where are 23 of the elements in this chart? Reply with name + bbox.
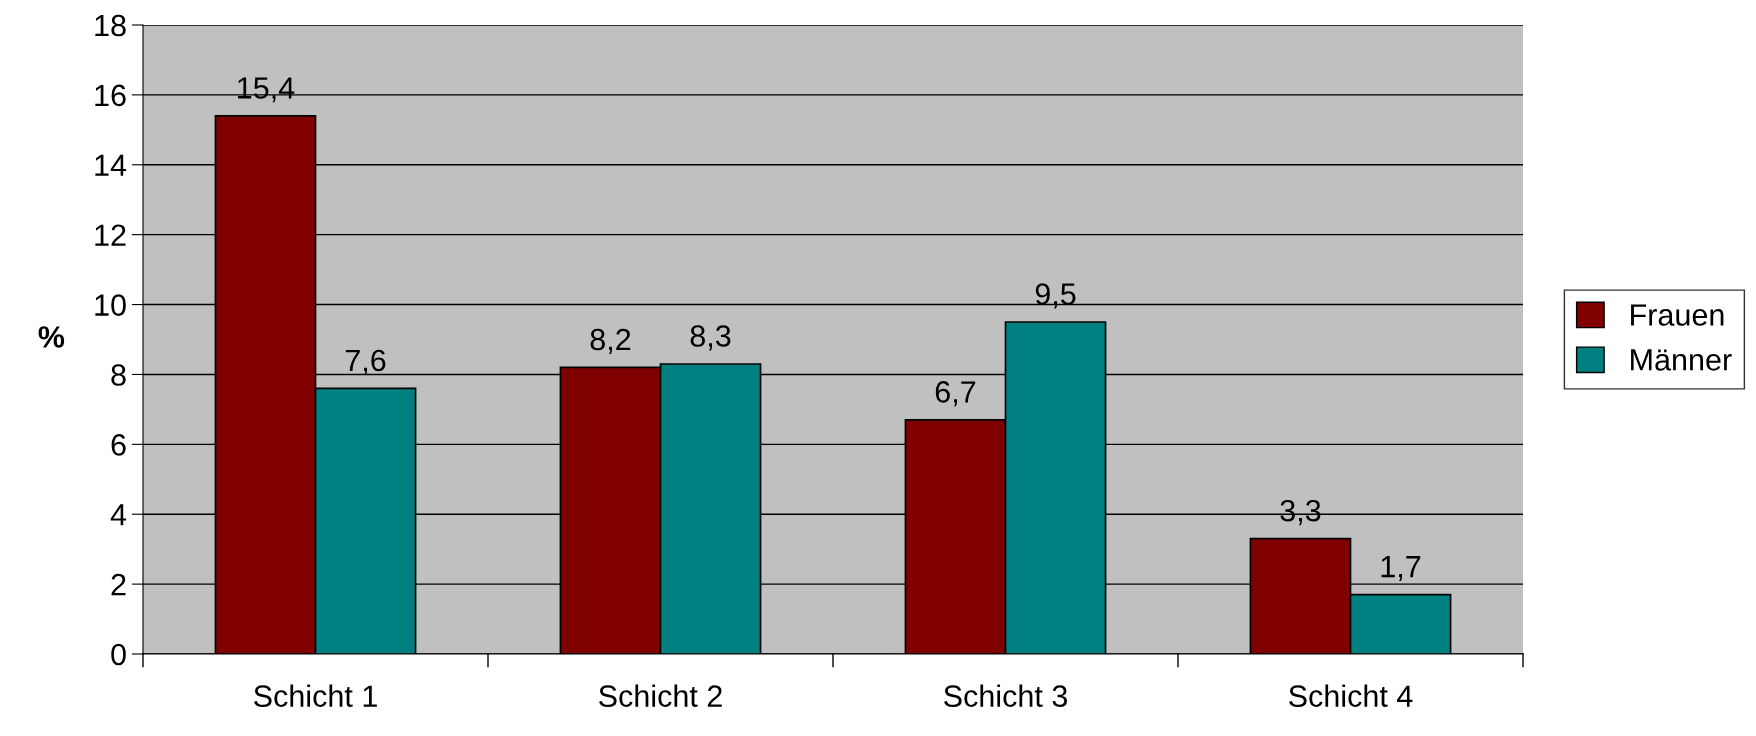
x-tick-label: Schicht 4 — [1289, 684, 1413, 707]
y-tick-label: 10 — [95, 294, 126, 316]
x-tick-label: Schicht 1 — [254, 684, 377, 707]
y-tick-label: 2 — [111, 573, 126, 596]
x-tick-label: Schicht 2 — [599, 684, 722, 707]
y-tick-label: 14 — [95, 154, 127, 176]
data-label: 1,7 — [1381, 556, 1421, 582]
data-label: 7,6 — [345, 349, 386, 375]
legend-label: Frauen — [1631, 304, 1724, 326]
legend-label: Männer — [1631, 349, 1732, 371]
data-label: 6,7 — [935, 381, 976, 407]
y-tick-label: 4 — [110, 504, 127, 526]
x-tick-label: Schicht 3 — [944, 684, 1067, 707]
y-tick-label: 0 — [111, 643, 126, 666]
y-axis-title: % — [38, 326, 65, 348]
data-label: 9,5 — [1035, 283, 1076, 309]
y-tick-label: 8 — [111, 364, 126, 386]
y-tick-label: 18 — [95, 14, 126, 37]
y-tick-label: 6 — [111, 434, 126, 456]
data-label: 8,2 — [590, 328, 631, 354]
y-tick-label: 16 — [95, 84, 126, 107]
y-tick-label: 12 — [95, 224, 126, 246]
data-label: 8,3 — [690, 325, 731, 351]
